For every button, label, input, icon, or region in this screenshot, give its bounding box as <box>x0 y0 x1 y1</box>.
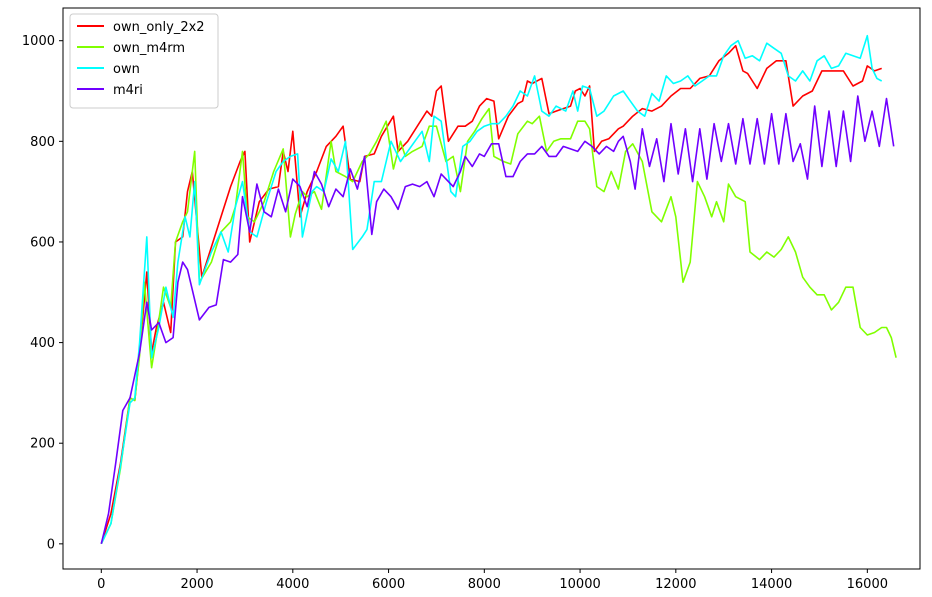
series-line-own-m4rm <box>100 107 897 545</box>
x-tick-label: 10000 <box>559 577 600 592</box>
plot-lines <box>100 34 897 545</box>
x-tick-label: 6000 <box>372 577 405 592</box>
y-tick-label: 1000 <box>22 34 55 49</box>
y-tick-label: 600 <box>30 235 55 250</box>
legend-label: m4ri <box>113 83 143 98</box>
legend-label: own <box>113 62 140 77</box>
legend-label: own_only_2x2 <box>113 20 205 35</box>
x-tick-label: 0 <box>97 577 105 592</box>
x-tick-label: 12000 <box>655 577 696 592</box>
y-axis: 0 200 400 600 800 1000 <box>22 34 63 552</box>
axes-frame <box>62 7 921 570</box>
x-tick-label: 16000 <box>847 577 888 592</box>
x-tick-label: 4000 <box>276 577 309 592</box>
x-tick-label: 14000 <box>751 577 792 592</box>
series-line-own-only-2x2 <box>100 44 882 545</box>
x-axis: 0 2000 4000 6000 8000 10000 12000 14000 16000 <box>97 569 888 592</box>
series-line-m4ri <box>100 95 895 544</box>
y-tick-label: 800 <box>30 135 55 150</box>
legend-label: own_m4rm <box>113 41 185 56</box>
x-tick-label: 8000 <box>468 577 501 592</box>
legend-box <box>69 13 219 109</box>
y-tick-label: 0 <box>47 537 55 552</box>
x-tick-label: 2000 <box>181 577 214 592</box>
series-line-own <box>100 34 883 545</box>
y-tick-label: 200 <box>30 437 55 452</box>
y-tick-label: 400 <box>30 336 55 351</box>
